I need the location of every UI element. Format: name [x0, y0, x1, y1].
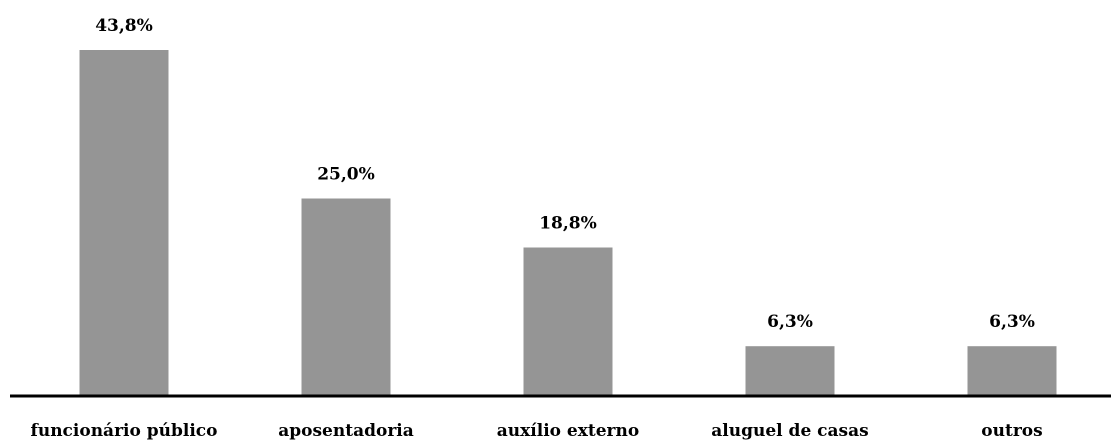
category-label-1: aposentadoria — [278, 421, 414, 440]
category-label-3: aluguel de casas — [711, 421, 868, 440]
bar-4 — [967, 346, 1057, 396]
value-label-2: 18,8% — [539, 214, 597, 234]
category-label-2: auxílio externo — [497, 421, 639, 440]
bar-1 — [301, 198, 391, 396]
bar-3 — [745, 346, 835, 396]
bars-group — [79, 50, 1057, 396]
bar-0 — [79, 50, 169, 396]
value-label-3: 6,3% — [767, 312, 813, 332]
category-label-4: outros — [981, 421, 1042, 440]
value-labels-group: 43,8% 25,0% 18,8% 6,3% 6,3% — [95, 16, 1035, 332]
value-label-4: 6,3% — [989, 312, 1035, 332]
value-label-0: 43,8% — [95, 16, 153, 36]
category-label-0: funcionário público — [31, 421, 218, 440]
category-labels-group: funcionário público aposentadoria auxílio … — [31, 421, 1043, 440]
bar-2 — [523, 247, 613, 396]
value-label-1: 25,0% — [317, 165, 375, 185]
